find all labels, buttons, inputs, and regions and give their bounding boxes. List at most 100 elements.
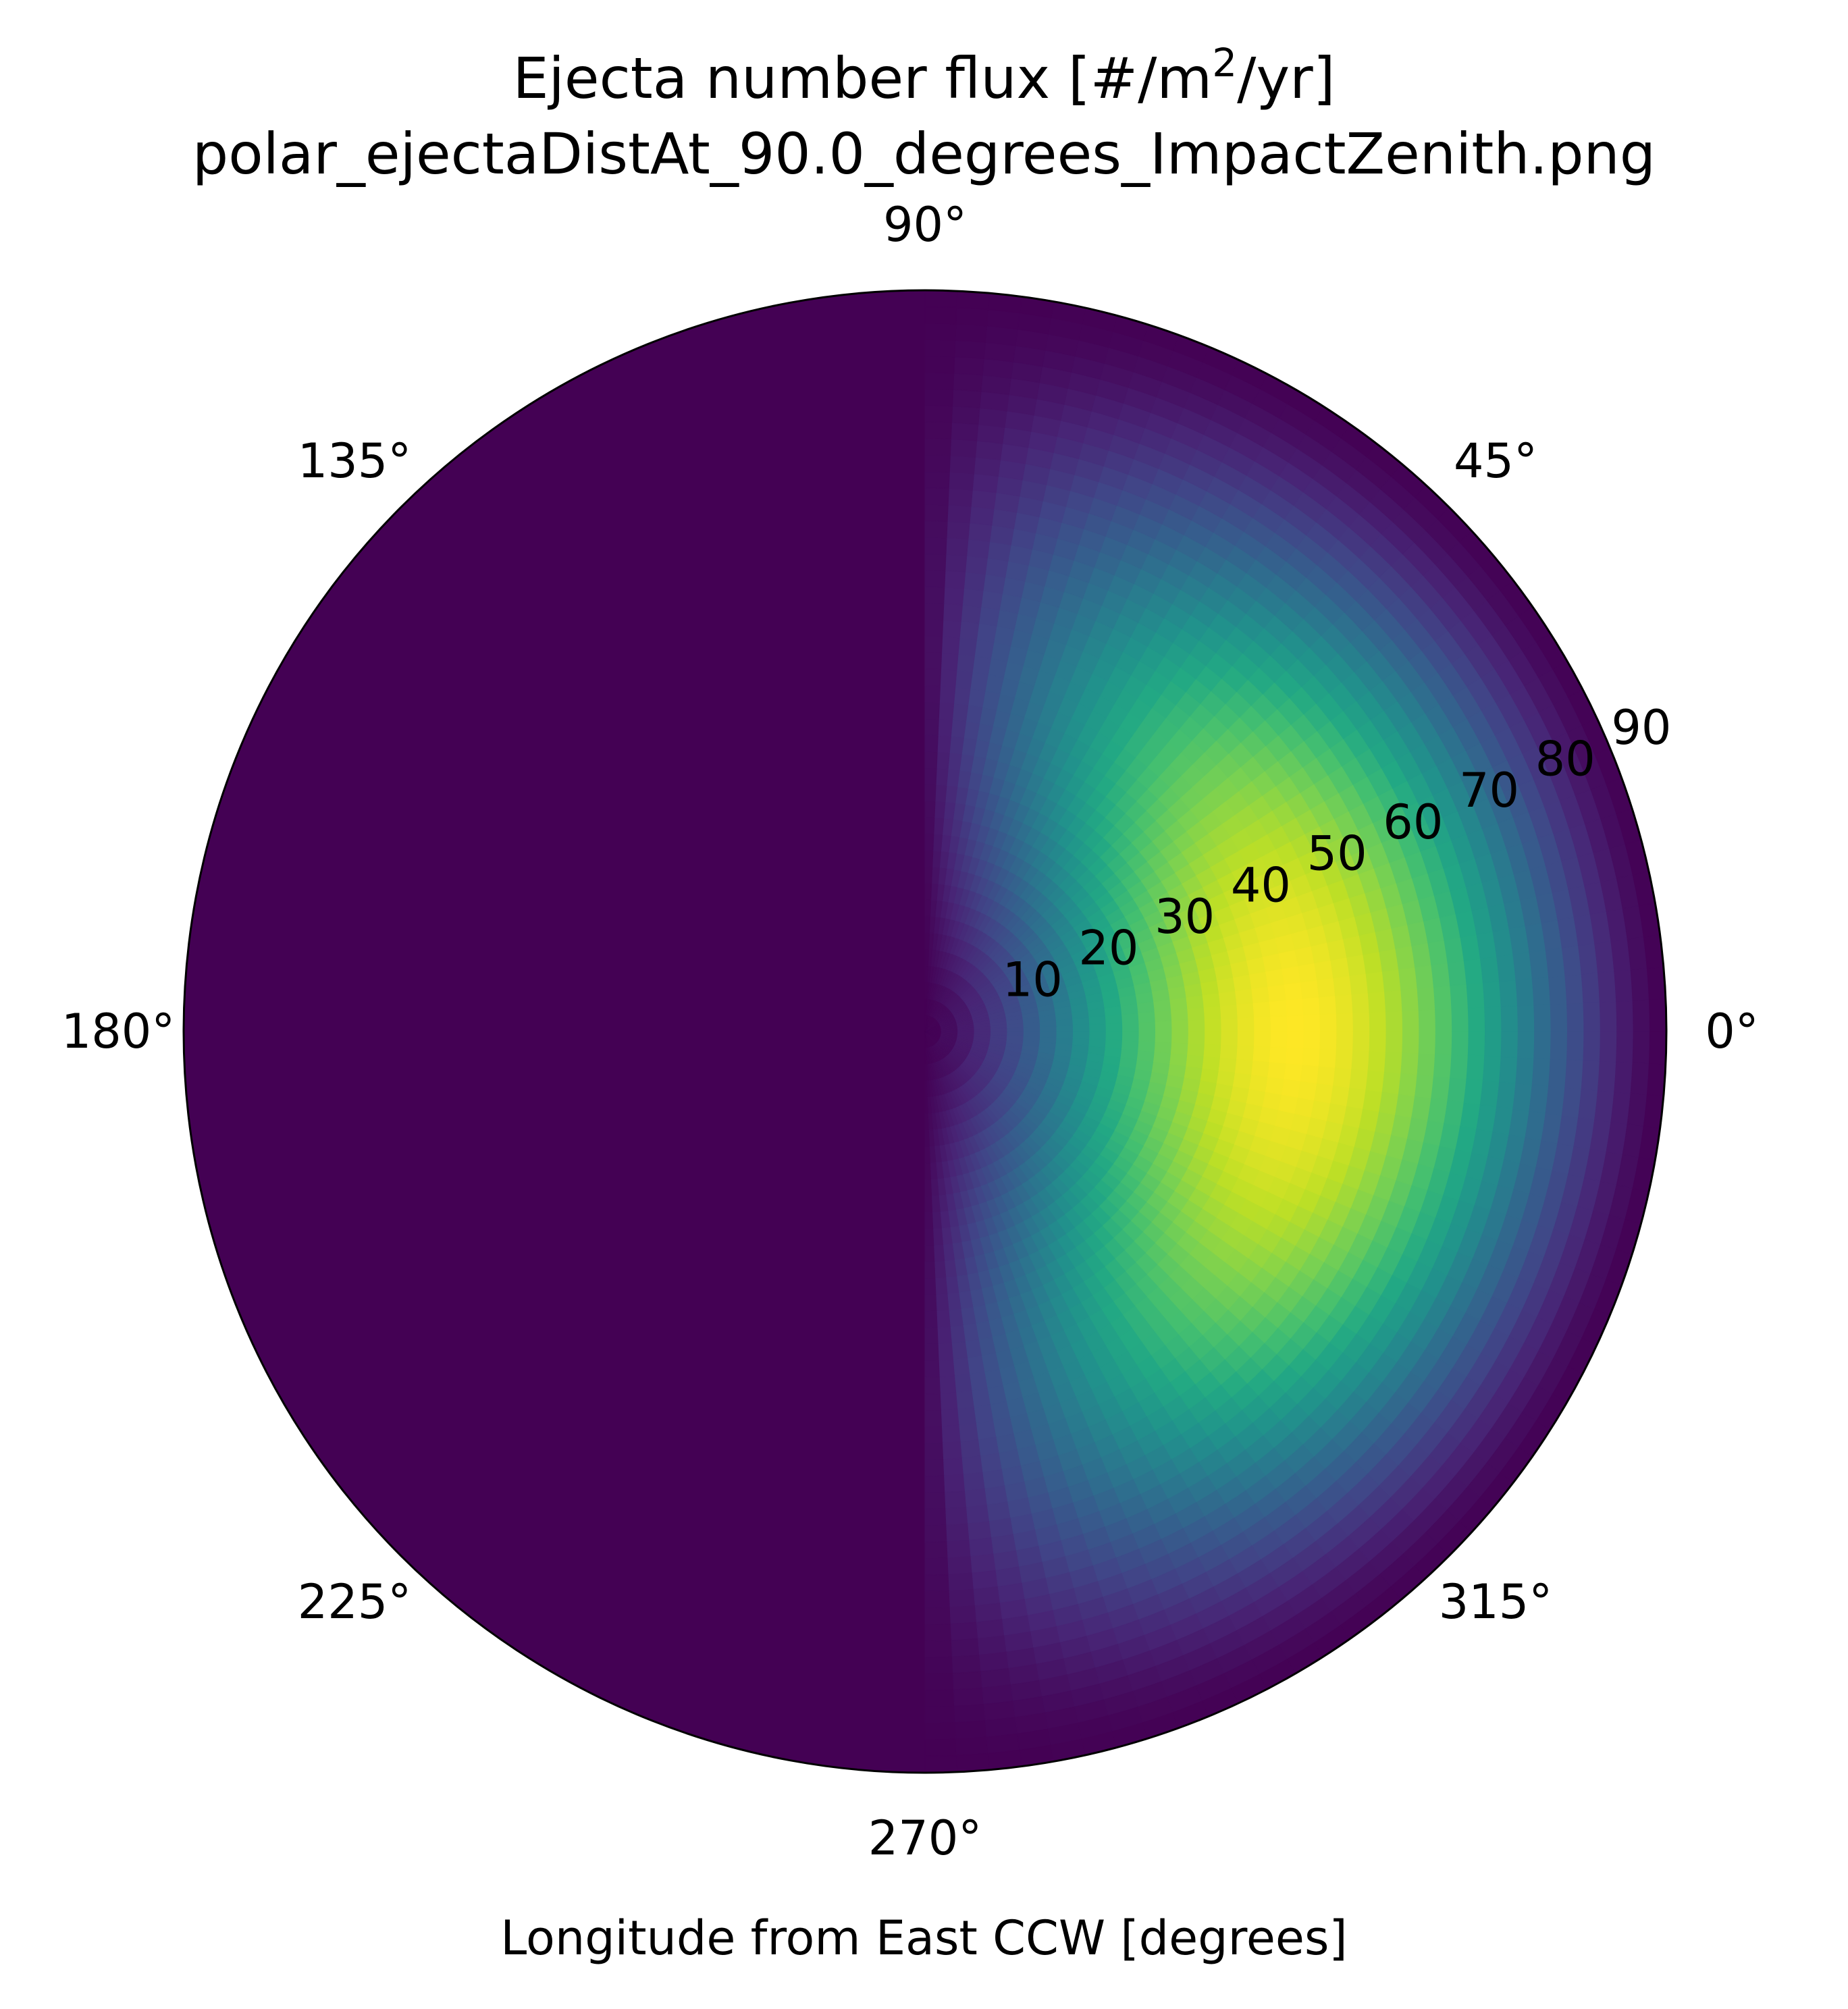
heatmap-cell bbox=[937, 718, 953, 737]
heatmap-cell bbox=[1431, 962, 1451, 988]
radial-tick-label-80: 80 bbox=[1535, 732, 1595, 787]
heatmap-cell bbox=[1188, 1031, 1206, 1044]
heatmap-cell bbox=[1218, 990, 1238, 1007]
heatmap-cell bbox=[978, 407, 1007, 428]
heatmap-cell bbox=[1583, 1001, 1602, 1032]
heatmap-cell bbox=[1516, 1004, 1535, 1032]
heatmap-cell bbox=[1418, 1031, 1437, 1054]
heatmap-cell bbox=[924, 619, 944, 637]
heatmap-cell bbox=[947, 487, 973, 507]
heatmap-cell bbox=[961, 1455, 984, 1475]
heatmap-cell bbox=[1286, 1014, 1304, 1032]
heatmap-cell bbox=[1496, 1081, 1516, 1110]
heatmap-cell bbox=[924, 948, 929, 967]
heatmap-cell bbox=[1252, 1000, 1271, 1018]
heatmap-cell bbox=[1234, 988, 1254, 1005]
heatmap-cell bbox=[1200, 1067, 1220, 1083]
heatmap-cell bbox=[924, 437, 951, 456]
heatmap-cell bbox=[949, 455, 976, 475]
heatmap-cell bbox=[939, 1359, 956, 1378]
heatmap-cell bbox=[924, 899, 932, 917]
heatmap-cell bbox=[963, 720, 980, 741]
heatmap-cell bbox=[1646, 1063, 1666, 1097]
heatmap-cell bbox=[924, 1310, 939, 1329]
heatmap-cell bbox=[1300, 979, 1320, 999]
heatmap-cell bbox=[1417, 986, 1436, 1011]
radial-tick-label-70: 70 bbox=[1459, 763, 1519, 818]
heatmap-cell bbox=[1550, 1002, 1568, 1032]
heatmap-cell bbox=[1383, 1051, 1403, 1074]
heatmap-cell bbox=[1566, 1002, 1585, 1032]
heatmap-cell bbox=[1466, 982, 1485, 1009]
heatmap-cell bbox=[1385, 1031, 1404, 1053]
heatmap-cell bbox=[949, 438, 978, 458]
heatmap-cell bbox=[951, 1341, 969, 1360]
radial-tick-label-50: 50 bbox=[1307, 826, 1367, 882]
heatmap-cell bbox=[949, 1605, 978, 1625]
heatmap-cell bbox=[1314, 959, 1334, 981]
heatmap-cell bbox=[1583, 1031, 1602, 1062]
heatmap-cell bbox=[924, 1343, 940, 1362]
heatmap-cell bbox=[970, 1553, 997, 1574]
heatmap-cell bbox=[955, 323, 988, 343]
heatmap-cell bbox=[1367, 1050, 1387, 1073]
heatmap-cell bbox=[924, 570, 946, 588]
heatmap-cell bbox=[976, 622, 997, 643]
heatmap-cell bbox=[951, 703, 969, 722]
heatmap-cell bbox=[1330, 957, 1350, 979]
heatmap-cell bbox=[974, 440, 1003, 460]
heatmap-cell bbox=[1318, 1048, 1338, 1068]
heatmap-cell bbox=[924, 586, 945, 604]
heatmap-cell bbox=[974, 1031, 992, 1035]
heatmap-cell bbox=[924, 1475, 946, 1493]
heatmap-cell bbox=[1398, 966, 1418, 990]
heatmap-cell bbox=[979, 1651, 1009, 1672]
heatmap-cell bbox=[956, 653, 975, 673]
heatmap-cell bbox=[953, 356, 984, 376]
heatmap-cell bbox=[1351, 1050, 1370, 1071]
heatmap-cell bbox=[1545, 947, 1566, 977]
heatmap-cell bbox=[968, 522, 993, 542]
title-line-1: Ejecta number flux [#/m2/yr] bbox=[512, 40, 1336, 111]
heatmap-cell bbox=[1170, 1008, 1189, 1021]
heatmap-cell bbox=[924, 1524, 948, 1543]
heatmap-cell bbox=[1632, 1031, 1651, 1064]
heatmap-cell bbox=[1270, 1015, 1288, 1032]
heatmap-cell bbox=[968, 688, 986, 708]
heatmap-cell bbox=[953, 1687, 984, 1707]
heatmap-cell bbox=[1418, 1009, 1437, 1032]
heatmap-cell bbox=[1369, 1011, 1387, 1032]
heatmap-cell bbox=[924, 965, 928, 983]
heatmap-cell bbox=[1367, 990, 1387, 1013]
heatmap-cell bbox=[935, 768, 949, 786]
heatmap-cell bbox=[1204, 1031, 1222, 1045]
heatmap-cell bbox=[949, 735, 965, 755]
heatmap-cell bbox=[1055, 1036, 1074, 1045]
heatmap-cell bbox=[1187, 1007, 1206, 1021]
heatmap-cell bbox=[924, 1656, 954, 1675]
heatmap-cell bbox=[1267, 1061, 1287, 1079]
heatmap-cell bbox=[1188, 1019, 1206, 1032]
heatmap-cell bbox=[1203, 1043, 1222, 1058]
heatmap-cell bbox=[1479, 1079, 1500, 1108]
heatmap-cell bbox=[1581, 972, 1601, 1004]
heatmap-cell bbox=[1202, 1055, 1221, 1071]
heatmap-cell bbox=[951, 406, 980, 425]
heatmap-cell bbox=[1646, 966, 1666, 1000]
heatmap-cell bbox=[1581, 1059, 1601, 1091]
heatmap-cell bbox=[938, 701, 955, 720]
heatmap-cell bbox=[1500, 1005, 1519, 1032]
heatmap-cell bbox=[1616, 1000, 1634, 1032]
heatmap-cell bbox=[945, 554, 968, 573]
heatmap-cell bbox=[966, 1504, 991, 1524]
heatmap-cell bbox=[924, 998, 927, 1016]
heatmap-cell bbox=[943, 587, 965, 606]
heatmap-cell bbox=[1153, 1051, 1172, 1065]
heatmap-cell bbox=[966, 539, 991, 559]
heatmap-cell bbox=[1451, 1031, 1469, 1056]
theta-tick-label-135: 135° bbox=[298, 433, 412, 489]
heatmap-cell bbox=[968, 1521, 993, 1541]
heatmap-cell bbox=[924, 471, 950, 489]
heatmap-cell bbox=[980, 590, 1003, 610]
heatmap-cell bbox=[1500, 1031, 1519, 1058]
